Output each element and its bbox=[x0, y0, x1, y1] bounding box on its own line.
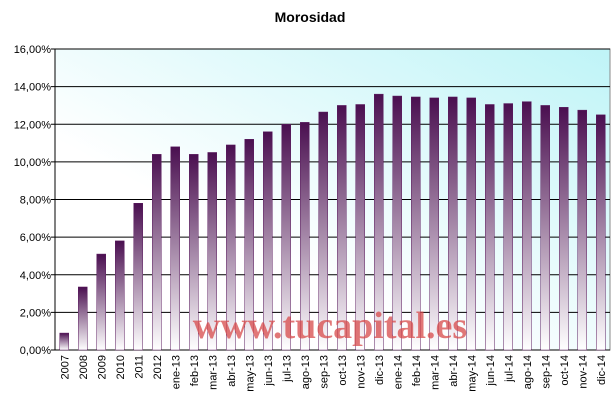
bar bbox=[263, 131, 273, 351]
x-tick-label: may-13 bbox=[244, 355, 256, 392]
x-tick-label: ene-14 bbox=[392, 355, 404, 389]
bar bbox=[355, 104, 365, 351]
bar bbox=[392, 95, 402, 351]
y-tick-label: 12,00% bbox=[14, 119, 52, 131]
bar bbox=[429, 97, 439, 351]
x-tick-label: feb-14 bbox=[411, 355, 423, 386]
x-tick-label: jun-14 bbox=[485, 355, 497, 387]
bar bbox=[78, 286, 88, 351]
y-tick-label: 6,00% bbox=[20, 232, 51, 244]
bar bbox=[189, 154, 199, 351]
x-tick-label: oct-14 bbox=[559, 355, 571, 386]
x-tick-label: jul-13 bbox=[281, 355, 293, 383]
y-tick-label: 2,00% bbox=[20, 307, 51, 319]
x-tick-label: abr-14 bbox=[448, 355, 460, 387]
watermark: www.tucapital.es bbox=[193, 305, 467, 347]
x-tick-label: 2007 bbox=[59, 355, 71, 379]
y-tick-label: 8,00% bbox=[20, 195, 51, 207]
x-tick-label: sep-13 bbox=[318, 355, 330, 389]
bar bbox=[540, 105, 550, 351]
bar bbox=[170, 146, 180, 351]
bar bbox=[577, 109, 587, 351]
x-tick-label: feb-13 bbox=[189, 355, 201, 386]
bar bbox=[133, 203, 143, 351]
bar bbox=[522, 101, 532, 351]
y-tick-label: 4,00% bbox=[20, 270, 51, 282]
bar bbox=[596, 114, 606, 351]
y-tick-label: 0,00% bbox=[20, 345, 51, 357]
bar bbox=[300, 122, 310, 351]
bar bbox=[559, 107, 569, 351]
x-tick-label: 2009 bbox=[96, 355, 108, 379]
bar bbox=[59, 332, 69, 351]
x-tick-label: dic-13 bbox=[374, 355, 386, 385]
x-tick-label: ago-13 bbox=[300, 355, 312, 389]
x-tick-label: ago-14 bbox=[522, 355, 534, 389]
y-tick-label: 10,00% bbox=[14, 157, 52, 169]
x-tick-label: 2012 bbox=[152, 355, 164, 379]
bar bbox=[115, 240, 125, 351]
x-tick-label: jun-13 bbox=[263, 355, 275, 387]
bar bbox=[281, 124, 291, 351]
x-tick-label: mar-14 bbox=[429, 355, 441, 390]
bar bbox=[152, 154, 162, 351]
x-tick-label: 2008 bbox=[78, 355, 90, 379]
bar bbox=[466, 97, 476, 351]
bar bbox=[503, 103, 513, 351]
x-tick-label: may-14 bbox=[466, 355, 478, 392]
x-tick-label: sep-14 bbox=[540, 355, 552, 389]
x-tick-label: abr-13 bbox=[226, 355, 238, 387]
bar bbox=[207, 152, 217, 351]
bar bbox=[226, 144, 236, 351]
bar bbox=[244, 139, 254, 351]
x-tick-label: oct-13 bbox=[337, 355, 349, 386]
y-tick-label: 16,00% bbox=[14, 44, 52, 56]
x-tick-label: 2010 bbox=[115, 355, 127, 379]
x-tick-label: mar-13 bbox=[207, 355, 219, 390]
bar bbox=[374, 93, 384, 351]
x-tick-label: nov-13 bbox=[355, 355, 367, 389]
chart-title: Morosidad bbox=[275, 9, 346, 25]
bar bbox=[485, 104, 495, 351]
bar bbox=[318, 111, 328, 351]
x-tick-label: jul-14 bbox=[503, 355, 515, 383]
bar bbox=[411, 96, 421, 351]
y-tick-label: 14,00% bbox=[14, 82, 52, 94]
bar bbox=[96, 253, 106, 351]
x-tick-label: nov-14 bbox=[577, 355, 589, 389]
x-tick-label: ene-13 bbox=[170, 355, 182, 389]
x-tick-label: 2011 bbox=[133, 355, 145, 379]
bar bbox=[337, 105, 347, 351]
bar bbox=[448, 96, 458, 351]
x-tick-label: dic-14 bbox=[596, 355, 608, 385]
